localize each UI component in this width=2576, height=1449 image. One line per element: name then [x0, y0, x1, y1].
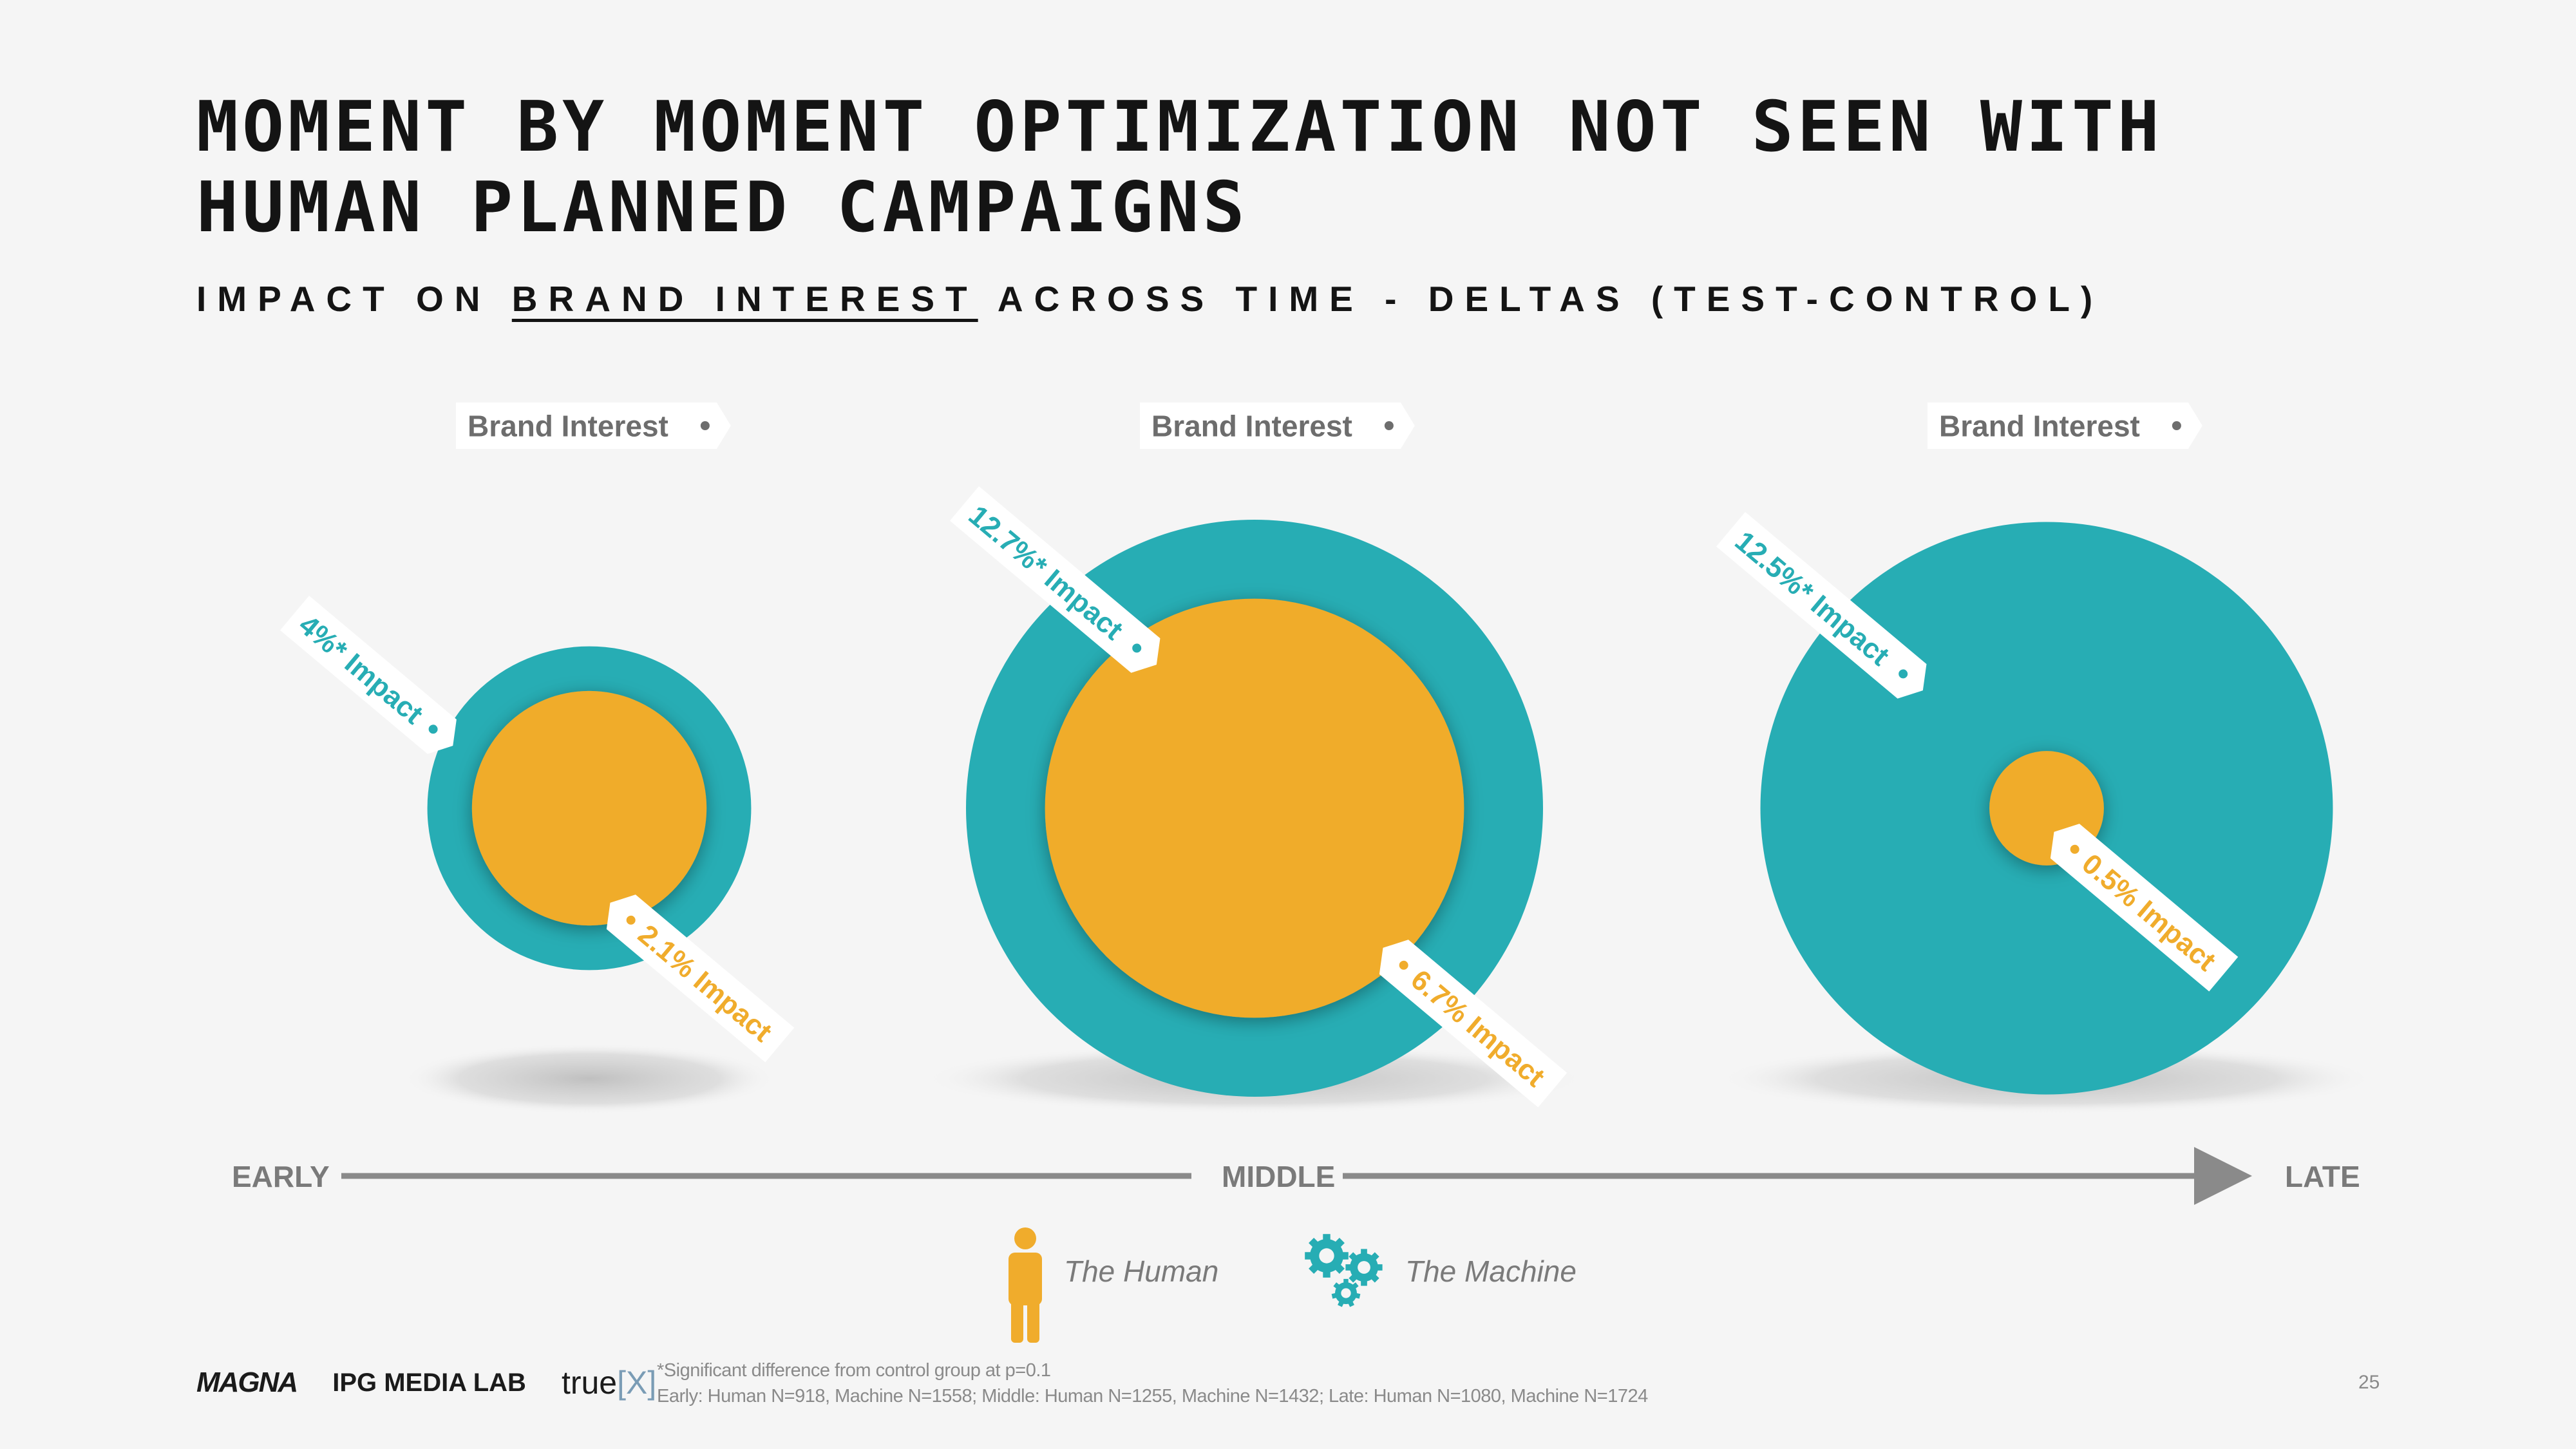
human-impact-tag-dot [2070, 844, 2079, 854]
metric-label-tag: Brand Interest [1927, 402, 2202, 449]
metric-label-tag-dot [2172, 421, 2181, 430]
gear-hole [1319, 1248, 1334, 1264]
slide-subtitle: IMPACT ON BRAND INTEREST ACROSS TIME - D… [196, 278, 2103, 319]
bubble-shadow [402, 1043, 776, 1114]
timeline-label: EARLY [232, 1160, 330, 1193]
page-number: 25 [2358, 1372, 2380, 1393]
metric-label-tag-shape [456, 402, 731, 449]
subtitle-suffix: ACROSS TIME - DELTAS (TEST-CONTROL) [978, 279, 2104, 319]
gear-hole [1358, 1261, 1370, 1274]
magna-logo: MAGNA [196, 1367, 298, 1398]
footnote-significance: *Significant difference from control gro… [657, 1360, 1051, 1381]
truex-logo-text: true [561, 1365, 618, 1401]
human-impact-tag-text: 2.1% Impact [632, 918, 778, 1048]
gear-icon [1305, 1234, 1349, 1278]
human-impact-tag-shape [1379, 940, 1567, 1108]
timeline-label: LATE [2285, 1160, 2360, 1193]
slide-title: MOMENT BY MOMENT OPTIMIZATION NOT SEEN W… [196, 87, 2163, 248]
partner-logos: MAGNA IPG MEDIA LAB true[X] [196, 1364, 656, 1401]
human-impact-tag-dot [1399, 960, 1408, 970]
legend-human-label: The Human [1064, 1255, 1218, 1288]
metric-label-tag-shape [1927, 402, 2202, 449]
person-icon-leg-right [1027, 1298, 1039, 1343]
machine-impact-tag-dot [428, 724, 438, 734]
human-impact-tag-shape [2050, 824, 2239, 992]
subtitle-prefix: IMPACT ON [196, 279, 512, 319]
machine-impact-tag-shape [1716, 512, 1927, 699]
machine-impact-tag-shape [950, 486, 1160, 673]
timeline-label: MIDDLE [1222, 1160, 1335, 1193]
gear-icon [1345, 1249, 1383, 1286]
metric-label-tag-text: Brand Interest [468, 410, 668, 443]
subtitle-underlined: BRAND INTEREST [511, 279, 978, 319]
metric-label-tag: Brand Interest [456, 402, 731, 449]
gears-icon [1305, 1234, 1383, 1307]
metric-label-tag-text: Brand Interest [1151, 410, 1352, 443]
footnote: *Significant difference from control gro… [657, 1358, 1648, 1409]
metric-label-tag-dot [700, 421, 710, 430]
legend-machine-label: The Machine [1405, 1255, 1577, 1288]
gear-icon [1331, 1278, 1361, 1307]
ipg-media-lab-logo: IPG MEDIA LAB [332, 1368, 526, 1397]
person-icon-body [1009, 1253, 1042, 1305]
human-impact-tag-dot [626, 915, 636, 925]
metric-label-tag-dot [1384, 421, 1394, 430]
metric-label-tag: Brand Interest [1140, 402, 1415, 449]
person-icon-leg-left [1011, 1298, 1023, 1343]
person-icon-head [1014, 1227, 1036, 1249]
person-icon [1009, 1227, 1042, 1343]
machine-impact-tag-shape [280, 596, 457, 754]
machine-impact-tag-text: 4%* Impact [293, 609, 430, 731]
truex-logo-bracket: [X] [617, 1365, 657, 1401]
machine-impact-tag-dot [1899, 669, 1908, 679]
human-bubble [1045, 598, 1464, 1018]
metric-label-tag-shape [1140, 402, 1415, 449]
gear-hole [1341, 1288, 1351, 1298]
footnote-sample-sizes: Early: Human N=918, Machine N=1558; Midd… [657, 1386, 1648, 1406]
human-bubble [471, 690, 707, 926]
metric-label-tag-text: Brand Interest [1939, 410, 2140, 443]
truex-logo: true[X] [562, 1364, 656, 1401]
machine-impact-tag: 4%* Impact [280, 596, 457, 754]
machine-impact-tag-dot [1132, 643, 1142, 653]
human-impact-tag-shape [606, 895, 795, 1063]
